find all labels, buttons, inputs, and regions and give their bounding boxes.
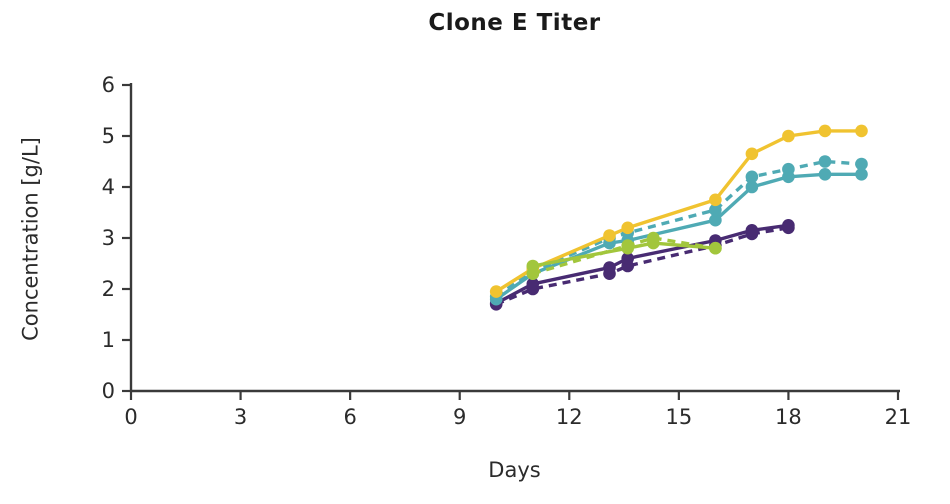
y-tick-label: 1 — [102, 328, 115, 352]
chart-title: Clone E Titer — [428, 10, 601, 36]
x-tick-label: 21 — [885, 405, 912, 429]
data-point — [855, 157, 868, 171]
data-point — [489, 285, 503, 298]
x-tick-label: 3 — [234, 405, 247, 429]
data-point — [709, 193, 722, 207]
data-point — [818, 124, 832, 138]
data-point — [709, 241, 722, 255]
data-point — [782, 219, 795, 232]
data-point — [855, 124, 868, 138]
data-point — [782, 162, 795, 176]
data-point — [818, 155, 832, 168]
series-teal-solid — [489, 168, 868, 306]
data-point — [818, 168, 832, 181]
data-point — [709, 203, 722, 217]
x-tick-label: 0 — [124, 405, 137, 429]
y-tick-label: 2 — [102, 277, 115, 301]
y-tick-label: 3 — [102, 226, 115, 250]
series-line-green-solid — [532, 241, 716, 268]
series-yellow-solid — [489, 124, 868, 298]
y-tick-label: 0 — [102, 379, 115, 403]
data-point — [709, 213, 722, 227]
data-point — [621, 252, 634, 265]
data-point — [745, 170, 759, 184]
series-line-green-dashed — [532, 236, 716, 276]
x-tick-label: 12 — [556, 405, 583, 429]
data-point — [603, 229, 616, 242]
x-tick-label: 15 — [665, 405, 692, 429]
series-green-solid — [526, 236, 722, 273]
x-axis-label: Days — [488, 458, 541, 482]
y-tick-label: 5 — [102, 124, 115, 148]
data-point — [526, 259, 540, 273]
data-point — [855, 168, 868, 181]
data-point — [745, 147, 759, 161]
y-tick-label: 6 — [102, 73, 115, 97]
data-point — [621, 221, 634, 235]
y-tick-label: 4 — [102, 175, 115, 199]
data-point — [782, 129, 795, 143]
data-point — [526, 277, 540, 291]
data-point — [745, 180, 759, 194]
data-point — [603, 261, 616, 274]
data-point — [745, 224, 759, 237]
data-point — [647, 236, 660, 250]
x-tick-label: 9 — [453, 405, 466, 429]
x-tick-label: 18 — [775, 405, 802, 429]
data-point — [621, 241, 634, 255]
x-tick-label: 6 — [343, 405, 356, 429]
